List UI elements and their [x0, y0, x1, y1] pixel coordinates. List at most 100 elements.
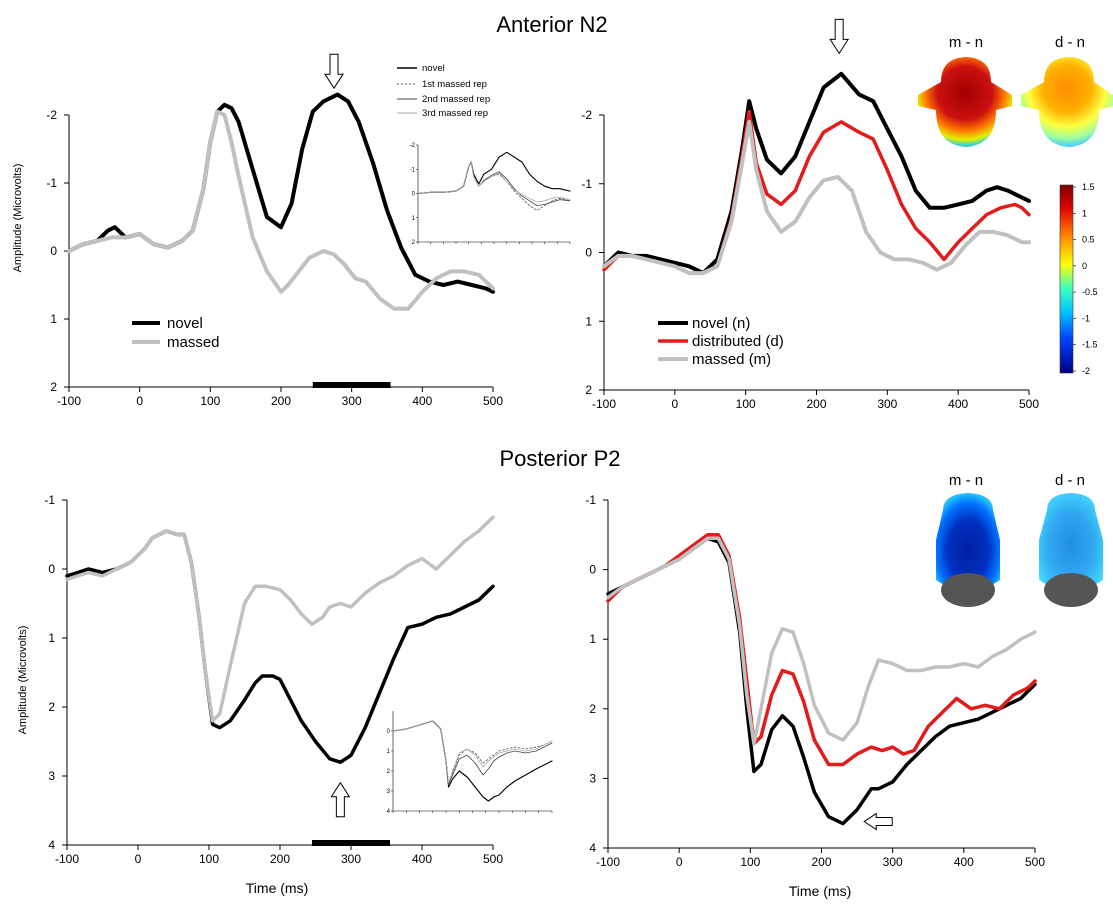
x-tick-label: 500 [1019, 397, 1039, 411]
series-line-massed [67, 109, 495, 311]
y-tick-label: 2 [585, 383, 592, 397]
legend-anterior-right: novel (n) distributed (d) massed (m) [658, 315, 784, 368]
scalp-map-label-d-n-bottom: d - n [1055, 472, 1085, 489]
y-tick-label: 3 [589, 771, 596, 785]
x-tick-label: 100 [740, 855, 760, 869]
x-tick-label: 100 [200, 394, 220, 408]
scalp-map-m-n-posterior [936, 493, 1000, 588]
x-tick-label: 100 [199, 852, 219, 866]
x-tick-label: 200 [270, 852, 290, 866]
x-tick-label: 100 [736, 397, 756, 411]
y-tick-label: -1 [44, 493, 55, 507]
chart-anterior-left-inset: -2 -1 0 1 2 [410, 143, 571, 246]
y-tick-label: 1 [50, 312, 57, 326]
y-tick-label: 1 [585, 314, 592, 328]
x-tick-label: -100 [57, 394, 81, 408]
series-line-massed [65, 515, 495, 723]
title-posterior-p2: Posterior P2 [499, 446, 620, 471]
y-tick-label: 0 [50, 244, 57, 258]
xlabel-bottom-right: Time (ms) [789, 883, 851, 899]
series-line-distributed-d- [606, 533, 1037, 767]
x-tick-label: 300 [877, 397, 897, 411]
inset-legend-label-3rd: 3rd massed rep [422, 108, 488, 119]
y-tick-label: 2 [50, 380, 57, 394]
scalp-map-label-m-n-bottom: m - n [949, 472, 983, 489]
legend-label-massed: massed [167, 334, 220, 351]
chart-posterior-left-inset: 0 1 2 3 4 [387, 711, 553, 815]
y-tick-label: 1 [412, 216, 416, 222]
y-tick-label: -1 [410, 167, 416, 173]
inset-legend-label-2nd: 2nd massed rep [422, 94, 490, 105]
ylabel-bottom: Amplitude (Microvolts) [17, 626, 29, 735]
x-tick-label: 0 [136, 394, 143, 408]
x-tick-label: 300 [342, 394, 362, 408]
x-tick-label: 400 [412, 852, 432, 866]
ylabel-top: Amplitude (Microvolts) [12, 164, 24, 273]
y-tick-label: -1 [581, 177, 592, 191]
x-tick-label: 500 [483, 394, 503, 408]
legend-anterior-inset: novel 1st massed rep 2nd massed rep 3rd … [397, 63, 490, 119]
x-tick-label: 0 [671, 397, 678, 411]
title-anterior-n2: Anterior N2 [496, 12, 607, 37]
colorbar-tick-label: -1.5 [1082, 340, 1098, 350]
scalp-map-d-n-anterior [1021, 57, 1113, 147]
y-tick-label: 4 [589, 841, 596, 855]
y-tick-label: 2 [589, 702, 596, 716]
series-line-3rd-massed-rep [417, 161, 571, 203]
y-tick-label: 4 [387, 809, 391, 815]
y-tick-label: 1 [589, 632, 596, 646]
inset-legend-label-1st: 1st massed rep [422, 79, 487, 90]
peak-arrow [324, 53, 344, 90]
x-tick-label: -100 [55, 852, 79, 866]
legend-label-novel: novel [167, 315, 203, 332]
x-tick-label: 0 [135, 852, 142, 866]
x-tick-label: 200 [811, 855, 831, 869]
x-tick-label: 300 [341, 852, 361, 866]
chart-posterior-right: -1 0 1 2 3 4-100 0 100 200 300 400 500 [585, 493, 1045, 869]
y-tick-label: 2 [48, 700, 55, 714]
inset-background [393, 711, 552, 811]
y-tick-label: 0 [585, 246, 592, 260]
x-tick-label: 200 [271, 394, 291, 408]
y-tick-label: 1 [48, 631, 55, 645]
y-tick-label: -1 [585, 493, 596, 507]
series-line-massed-m- [602, 119, 1031, 276]
scalp-map-d-n-base [1044, 573, 1098, 607]
y-tick-label: 2 [387, 769, 391, 775]
colorbar-tick-label: 1 [1082, 208, 1087, 218]
series-line-novel-n- [602, 71, 1031, 276]
series-line-massed-m- [606, 536, 1037, 746]
colorbar-tick-label: -1 [1082, 313, 1090, 323]
x-tick-label: 500 [483, 852, 503, 866]
scalp-map-m-n-base [941, 573, 995, 607]
y-tick-label: 4 [48, 838, 55, 852]
scalp-map-label-d-n-top: d - n [1055, 34, 1085, 51]
peak-arrow [829, 18, 850, 55]
significance-bar [311, 840, 391, 846]
y-tick-label: -1 [46, 176, 57, 190]
x-tick-label: -100 [592, 397, 616, 411]
y-tick-label: 0 [589, 563, 596, 577]
chart-anterior-right: -2 -1 0 1 2-100 0 100 200 300 400 500 [581, 18, 1039, 411]
x-tick-label: 400 [954, 855, 974, 869]
legend-label-massed-m: massed (m) [692, 351, 771, 368]
x-tick-label: 300 [883, 855, 903, 869]
colorbar-tick-label: -0.5 [1082, 287, 1098, 297]
x-tick-label: 400 [948, 397, 968, 411]
y-tick-label: -2 [410, 143, 416, 149]
colorbar-gradient [1059, 184, 1074, 374]
legend-anterior-left: novel massed [132, 315, 220, 351]
peak-arrow [863, 812, 893, 831]
legend-label-novel-n: novel (n) [692, 315, 750, 332]
x-tick-label: 500 [1025, 855, 1045, 869]
scalp-map-d-n-posterior [1039, 493, 1103, 588]
colorbar-tick-label: -2 [1082, 366, 1090, 376]
x-tick-label: -100 [596, 855, 620, 869]
y-tick-label: 0 [387, 729, 391, 735]
colorbar-tick-label: 0 [1082, 261, 1087, 271]
y-tick-label: -2 [46, 108, 57, 122]
scalp-map-m-n-anterior [918, 57, 1012, 147]
